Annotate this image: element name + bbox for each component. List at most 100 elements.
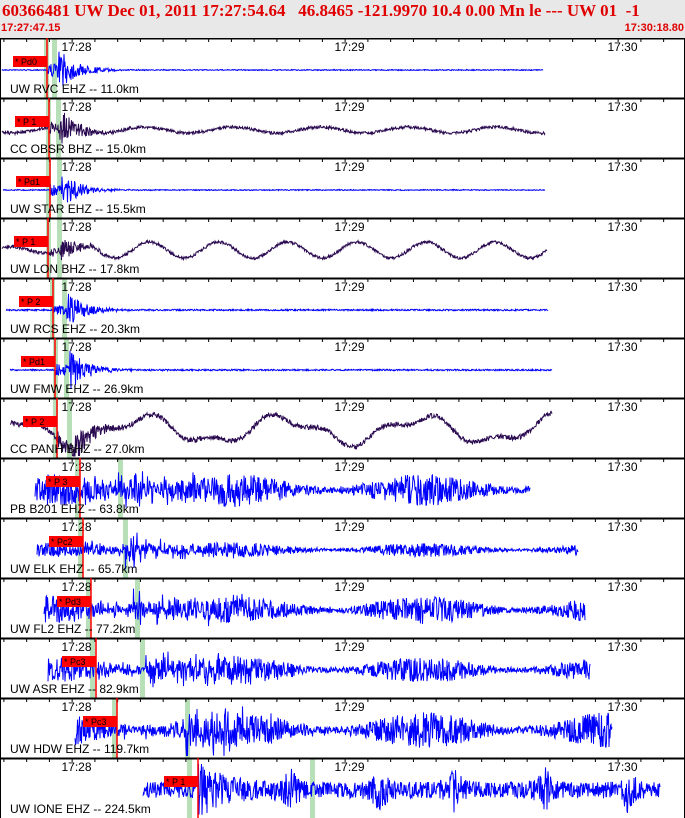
trace-hdw[interactable]: 17:28 17:29 17:30 * Pc3 UW HDW EHZ -- 119.7k… xyxy=(0,697,685,758)
pick-flag[interactable] xyxy=(16,176,50,187)
time-label: 17:30 xyxy=(608,400,638,414)
phase-window xyxy=(53,398,58,458)
pick-label: * Pd1 xyxy=(23,357,45,367)
time-label: 17:28 xyxy=(62,400,92,414)
waveform xyxy=(1,51,544,87)
phase-window xyxy=(310,758,315,818)
pick-label: * P 1 xyxy=(166,777,185,787)
trace-obsr[interactable]: 17:28 17:29 17:30 * P 1 CC OBSR BHZ -- 15.0k… xyxy=(0,97,685,158)
pick-flag[interactable] xyxy=(57,596,91,607)
time-label: 17:29 xyxy=(335,520,365,534)
pick-flag[interactable] xyxy=(46,476,80,487)
pick-label: * Pd3 xyxy=(59,597,81,607)
waveform xyxy=(9,350,553,389)
waveform xyxy=(5,293,549,323)
time-label: 17:29 xyxy=(335,280,365,294)
pick-label: * P 1 xyxy=(17,117,36,127)
time-label: 17:28 xyxy=(62,700,92,714)
pick-label: * Pd1 xyxy=(18,177,40,187)
time-label: 17:29 xyxy=(335,460,365,474)
time-label: 17:30 xyxy=(608,160,638,174)
time-label: 17:30 xyxy=(608,580,638,594)
window-start-time: 17:27:47.15 xyxy=(1,22,61,34)
pick-flag[interactable] xyxy=(62,656,96,667)
trace-rcs[interactable]: 17:28 17:29 17:30 * P 2 UW RCS EHZ -- 20.3km xyxy=(0,277,685,338)
trace-asr[interactable]: 17:28 17:29 17:30 * Pc3 UW ASR EHZ -- 82.9km xyxy=(0,637,685,698)
time-label: 17:29 xyxy=(335,220,365,234)
station-label: UW RCS EHZ -- 20.3km xyxy=(10,322,140,336)
waveform xyxy=(74,706,613,757)
pick-label: * P 1 xyxy=(16,237,35,247)
time-label: 17:30 xyxy=(608,40,638,54)
waveform xyxy=(43,588,586,627)
window-end-time: 17:30:18.80 xyxy=(624,22,684,34)
pick-flag[interactable] xyxy=(14,236,48,247)
station-label: UW LON BHZ -- 17.8km xyxy=(10,262,139,276)
phase-window xyxy=(64,338,69,398)
event-title: 60366481 UW Dec 01, 2011 17:27:54.64 46.… xyxy=(2,1,640,20)
station-label: UW ASR EHZ -- 82.9km xyxy=(10,682,139,696)
seismogram-panel[interactable]: 17:28 17:29 17:30 * Pd0 UW RVC EHZ -- 11.0km… xyxy=(0,38,685,818)
waveform xyxy=(2,176,546,203)
time-label: 17:29 xyxy=(335,640,365,654)
pick-flag[interactable] xyxy=(13,56,47,67)
trace-lon[interactable]: 17:28 17:29 17:30 * P 1 UW LON BHZ -- 17.8km xyxy=(0,217,685,278)
time-label: 17:30 xyxy=(608,220,638,234)
waveform xyxy=(142,763,661,815)
time-label: 17:28 xyxy=(62,460,92,474)
trace-fl2[interactable]: 17:28 17:29 17:30 * Pd3 UW FL2 EHZ -- 77.2km xyxy=(0,577,685,638)
pick-flag[interactable] xyxy=(164,776,198,787)
time-label: 17:30 xyxy=(608,100,638,114)
station-label: UW STAR EHZ -- 15.5km xyxy=(10,202,146,216)
time-label: 17:28 xyxy=(62,640,92,654)
pick-label: * Pc2 xyxy=(51,537,73,547)
time-label: 17:28 xyxy=(62,160,92,174)
pick-flag[interactable] xyxy=(83,716,117,727)
phase-window xyxy=(62,278,67,338)
pick-flag[interactable] xyxy=(21,356,55,367)
time-label: 17:30 xyxy=(608,280,638,294)
time-label: 17:29 xyxy=(335,700,365,714)
time-label: 17:29 xyxy=(335,580,365,594)
waveform xyxy=(1,239,548,262)
time-label: 17:29 xyxy=(335,400,365,414)
pick-label: * P 2 xyxy=(21,297,40,307)
trace-b201[interactable]: 17:28 17:29 17:30 * P 3 PB B201 EHZ -- 63.8k… xyxy=(0,457,685,518)
waveform xyxy=(36,532,579,570)
trace-ione[interactable]: 17:28 17:29 17:30 * P 1 UW IONE EHZ -- 224.5… xyxy=(0,757,685,818)
station-label: PB B201 EHZ -- 63.8km xyxy=(10,502,139,516)
phase-window xyxy=(67,398,72,458)
trace-panh[interactable]: 17:28 17:29 17:30 * P 2 CC PANH BHZ -- 27.0k… xyxy=(0,397,685,458)
pick-flag[interactable] xyxy=(23,416,57,427)
time-label: 17:30 xyxy=(608,760,638,774)
trace-elk[interactable]: 17:28 17:29 17:30 * Pc2 UW ELK EHZ -- 65.7km xyxy=(0,517,685,578)
pick-flag[interactable] xyxy=(19,296,53,307)
station-label: UW RVC EHZ -- 11.0km xyxy=(10,82,139,96)
pick-flag[interactable] xyxy=(15,116,49,127)
time-label: 17:30 xyxy=(608,640,638,654)
phase-window xyxy=(46,158,51,218)
pick-label: * Pc3 xyxy=(64,657,86,667)
trace-fmw[interactable]: 17:28 17:29 17:30 * Pd1 UW FMW EHZ -- 26.9km xyxy=(0,337,685,398)
waveform xyxy=(9,410,553,457)
station-label: UW ELK EHZ -- 65.7km xyxy=(10,562,137,576)
station-label: UW IONE EHZ -- 224.5km xyxy=(10,802,151,816)
pick-flag[interactable] xyxy=(49,536,83,547)
time-label: 17:28 xyxy=(62,760,92,774)
trace-rvc[interactable]: 17:28 17:29 17:30 * Pd0 UW RVC EHZ -- 11.0km xyxy=(0,38,685,98)
waveform xyxy=(47,651,591,688)
station-label: UW FL2 EHZ -- 77.2km xyxy=(10,622,135,636)
time-label: 17:29 xyxy=(335,760,365,774)
time-label: 17:28 xyxy=(62,520,92,534)
waveform xyxy=(34,471,531,508)
time-label: 17:28 xyxy=(62,340,92,354)
phase-window xyxy=(185,698,190,758)
time-label: 17:29 xyxy=(335,160,365,174)
time-label: 17:30 xyxy=(608,340,638,354)
trace-star[interactable]: 17:28 17:29 17:30 * Pd1 UW STAR EHZ -- 15.5k… xyxy=(0,157,685,218)
waveform xyxy=(1,112,546,144)
station-label: UW FMW EHZ -- 26.9km xyxy=(10,382,143,396)
time-label: 17:28 xyxy=(62,220,92,234)
time-label: 17:28 xyxy=(62,280,92,294)
pick-label: * Pc3 xyxy=(85,717,107,727)
